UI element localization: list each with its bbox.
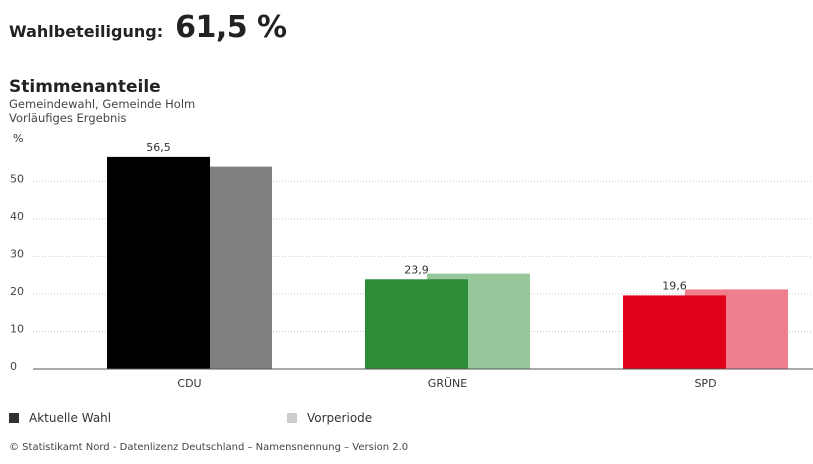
x-tick-label: GRÜNE bbox=[428, 377, 467, 390]
y-tick-label: 50 bbox=[10, 172, 24, 185]
chart-subtitle-2: Vorläufiges Ergebnis bbox=[9, 111, 127, 125]
bar-value-label: 56,5 bbox=[146, 141, 171, 154]
chart-title: Stimmenanteile bbox=[9, 77, 161, 97]
chart-subtitle-1: Gemeindewahl, Gemeinde Holm bbox=[9, 97, 196, 111]
legend-swatch-current bbox=[9, 413, 19, 423]
legend-item-current: Aktuelle Wahl bbox=[9, 411, 111, 425]
bar-current-cdu bbox=[107, 156, 210, 369]
bar-current-grüne bbox=[365, 279, 468, 369]
legend-label-current: Aktuelle Wahl bbox=[29, 411, 112, 425]
turnout-label: Wahlbeteiligung: bbox=[9, 22, 164, 41]
x-tick-label: CDU bbox=[177, 377, 201, 390]
y-tick-label: 20 bbox=[10, 285, 24, 298]
bar-value-label: 23,9 bbox=[404, 263, 429, 276]
x-tick-label: SPD bbox=[694, 377, 716, 390]
turnout-value: 61,5 % bbox=[175, 10, 287, 45]
legend-swatch-previous bbox=[287, 413, 297, 423]
y-tick-label: 10 bbox=[10, 322, 24, 335]
y-tick-label: 0 bbox=[10, 360, 17, 373]
bar-chart: % 0 10 20 30 40 50 56,5 CDU 23,9 GRÜNE 19,6 SPD bbox=[10, 132, 813, 390]
y-axis-label: % bbox=[13, 132, 23, 145]
y-tick-label: 40 bbox=[10, 210, 24, 223]
bar-current-spd bbox=[623, 295, 726, 369]
legend-label-previous: Vorperiode bbox=[307, 411, 373, 425]
y-tick-label: 30 bbox=[10, 247, 24, 260]
source-footer: © Statistikamt Nord - Datenlizenz Deutsc… bbox=[9, 442, 409, 453]
legend-item-previous: Vorperiode bbox=[287, 411, 372, 425]
turnout-block: Wahlbeteiligung: 61,5 % bbox=[9, 10, 287, 50]
bar-value-label: 19,6 bbox=[662, 279, 687, 292]
